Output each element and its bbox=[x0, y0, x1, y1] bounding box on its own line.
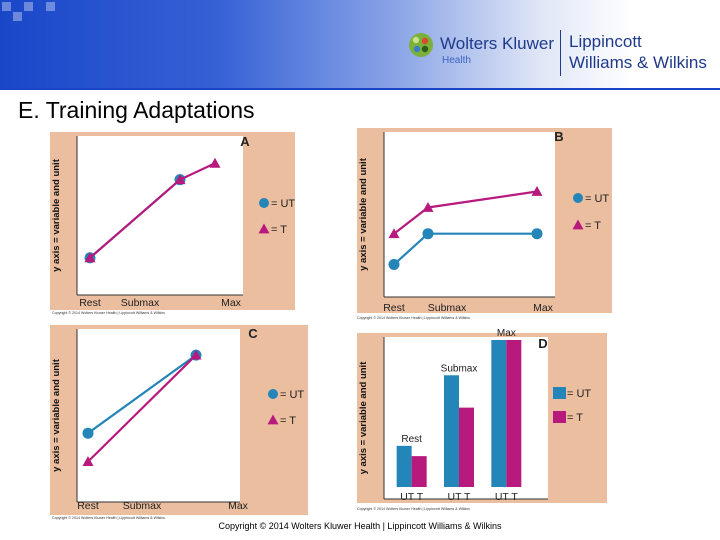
panel-c-ut-point bbox=[82, 427, 94, 439]
slide-copyright: Copyright © 2014 Wolters Kluwer Health |… bbox=[218, 521, 502, 531]
publisher-name: Wolters Kluwer bbox=[440, 34, 554, 53]
panel-b-plot-area bbox=[384, 132, 555, 297]
panel-b-legend-text-ut: = UT bbox=[585, 193, 609, 205]
panel-d-tick-ut-t: UT T bbox=[448, 491, 472, 503]
panel-d-legend-swatch-ut bbox=[553, 387, 566, 399]
panel-c-series-ut-line bbox=[87, 354, 197, 435]
panel-a-ut-point bbox=[174, 174, 186, 186]
panel-a-t-point bbox=[209, 157, 221, 168]
panel-c-plot-area bbox=[77, 329, 240, 502]
panel-b-legend-marker-t bbox=[572, 219, 584, 230]
panel-a-legend-marker-t bbox=[258, 223, 270, 234]
panel-c-tick-max: Max bbox=[228, 500, 249, 512]
panel-b-tick-max: Max bbox=[533, 302, 554, 314]
panel-d-group-label-rest: Rest bbox=[401, 434, 422, 445]
panel-c-letter: C bbox=[248, 326, 258, 341]
panel-c-legend-marker-ut bbox=[268, 389, 278, 399]
panel-b-t-point bbox=[531, 186, 543, 196]
panel-a-ut-point bbox=[84, 252, 96, 264]
panel-c-ut-point bbox=[190, 349, 202, 361]
logo-divider bbox=[560, 30, 561, 76]
panel-b-series-t-line bbox=[393, 190, 538, 235]
panel-a-background bbox=[50, 132, 295, 310]
panel-d-bar-max-t bbox=[506, 340, 522, 487]
slide-title: E. Training Adaptations bbox=[18, 97, 255, 123]
panel-c-y-axis-label: y axis = variable and unit bbox=[51, 358, 62, 472]
panel-b-tick-rest: Rest bbox=[383, 302, 405, 314]
panel-a-plot-area bbox=[77, 136, 243, 295]
panel-c-t-point bbox=[82, 456, 94, 466]
panel-a-tick-rest: Rest bbox=[79, 297, 101, 309]
panel-a-t-point bbox=[174, 174, 186, 185]
imprint-line-1: Lippincott bbox=[569, 32, 642, 51]
panel-b-ut-point bbox=[388, 258, 400, 270]
panel-c-footnote: Copyright © 2014 Wolters Kluwer Health |… bbox=[52, 516, 165, 520]
panel-a-t-point bbox=[84, 252, 96, 263]
panel-c-t-point bbox=[190, 349, 202, 360]
panel-b-letter: B bbox=[554, 129, 563, 144]
panel-d-bar-max-ut bbox=[491, 340, 507, 487]
panel-d-bar-rest-t bbox=[411, 456, 427, 487]
panel-b-t-point bbox=[422, 201, 434, 212]
panel-a-series-t-line bbox=[89, 162, 216, 259]
panel-c-legend-marker-t bbox=[267, 414, 279, 425]
panel-d-legend-text-t: = T bbox=[567, 412, 583, 424]
panel-d-group-label-max: Max bbox=[497, 328, 516, 339]
publisher-division: Health bbox=[442, 55, 471, 66]
panel-d-background bbox=[357, 333, 607, 503]
panel-b-t-point bbox=[388, 228, 400, 239]
panel-c-legend-text-ut: = UT bbox=[280, 389, 304, 401]
panel-d-y-axis-label: y axis = variable and unit bbox=[358, 361, 369, 475]
panel-d-footnote: Copyright © 2014 Wolters Kluwer Health |… bbox=[357, 507, 470, 511]
header-banner bbox=[0, 0, 720, 88]
panel-d-plot-area bbox=[384, 337, 548, 499]
panel-d-letter: D bbox=[538, 336, 547, 351]
panel-d-group-label-submax: Submax bbox=[441, 363, 478, 374]
header-rule bbox=[0, 88, 720, 90]
panel-d-bar-submax-ut bbox=[444, 375, 459, 487]
panel-b-series-ut-line bbox=[393, 232, 537, 266]
panel-d-bar-submax-t bbox=[459, 407, 474, 487]
panel-a-tick-max: Max bbox=[221, 297, 242, 309]
wk-globe-icon bbox=[409, 33, 433, 57]
panel-b-ut-point bbox=[531, 228, 543, 240]
panel-c-legend-text-t: = T bbox=[280, 415, 296, 427]
panel-a-y-axis-label: y axis = variable and unit bbox=[51, 158, 62, 272]
panel-c-background bbox=[50, 325, 308, 515]
imprint-line-2: Williams & Wilkins bbox=[569, 53, 707, 72]
panel-b-legend-marker-ut bbox=[573, 193, 583, 203]
panel-b-footnote: Copyright © 2014 Wolters Kluwer Health |… bbox=[357, 316, 470, 320]
panel-a-legend-text-t: = T bbox=[271, 224, 287, 236]
panel-a-legend-text-ut: = UT bbox=[271, 198, 295, 210]
panel-d-tick-ut-t: UT T bbox=[495, 491, 519, 503]
panel-b-legend-text-t: = T bbox=[585, 220, 601, 232]
publisher-logo: Wolters Kluwer Health Lippincott William… bbox=[408, 28, 718, 78]
panel-d-bar-rest-ut bbox=[396, 445, 412, 487]
decorative-squares bbox=[0, 0, 60, 22]
panel-a-letter: A bbox=[240, 134, 250, 149]
panel-c-tick-submax: Submax bbox=[123, 500, 162, 512]
panel-c-tick-rest: Rest bbox=[77, 500, 99, 512]
panel-a-legend-marker-ut bbox=[259, 198, 269, 208]
panel-a-footnote: Copyright © 2014 Wolters Kluwer Health |… bbox=[52, 311, 165, 315]
panel-d-tick-ut-t: UT T bbox=[400, 491, 424, 503]
panel-d-legend-swatch-t bbox=[553, 411, 566, 423]
panel-b-tick-submax: Submax bbox=[428, 302, 467, 314]
panel-a-series-ut-line bbox=[89, 178, 181, 259]
panel-a-tick-submax: Submax bbox=[121, 297, 160, 309]
panel-b-background bbox=[357, 128, 612, 313]
panel-d-legend-text-ut: = UT bbox=[567, 388, 591, 400]
panel-b-y-axis-label: y axis = variable and unit bbox=[358, 157, 369, 271]
panel-b-ut-point bbox=[422, 228, 434, 240]
panel-c-series-t-line bbox=[87, 354, 197, 463]
